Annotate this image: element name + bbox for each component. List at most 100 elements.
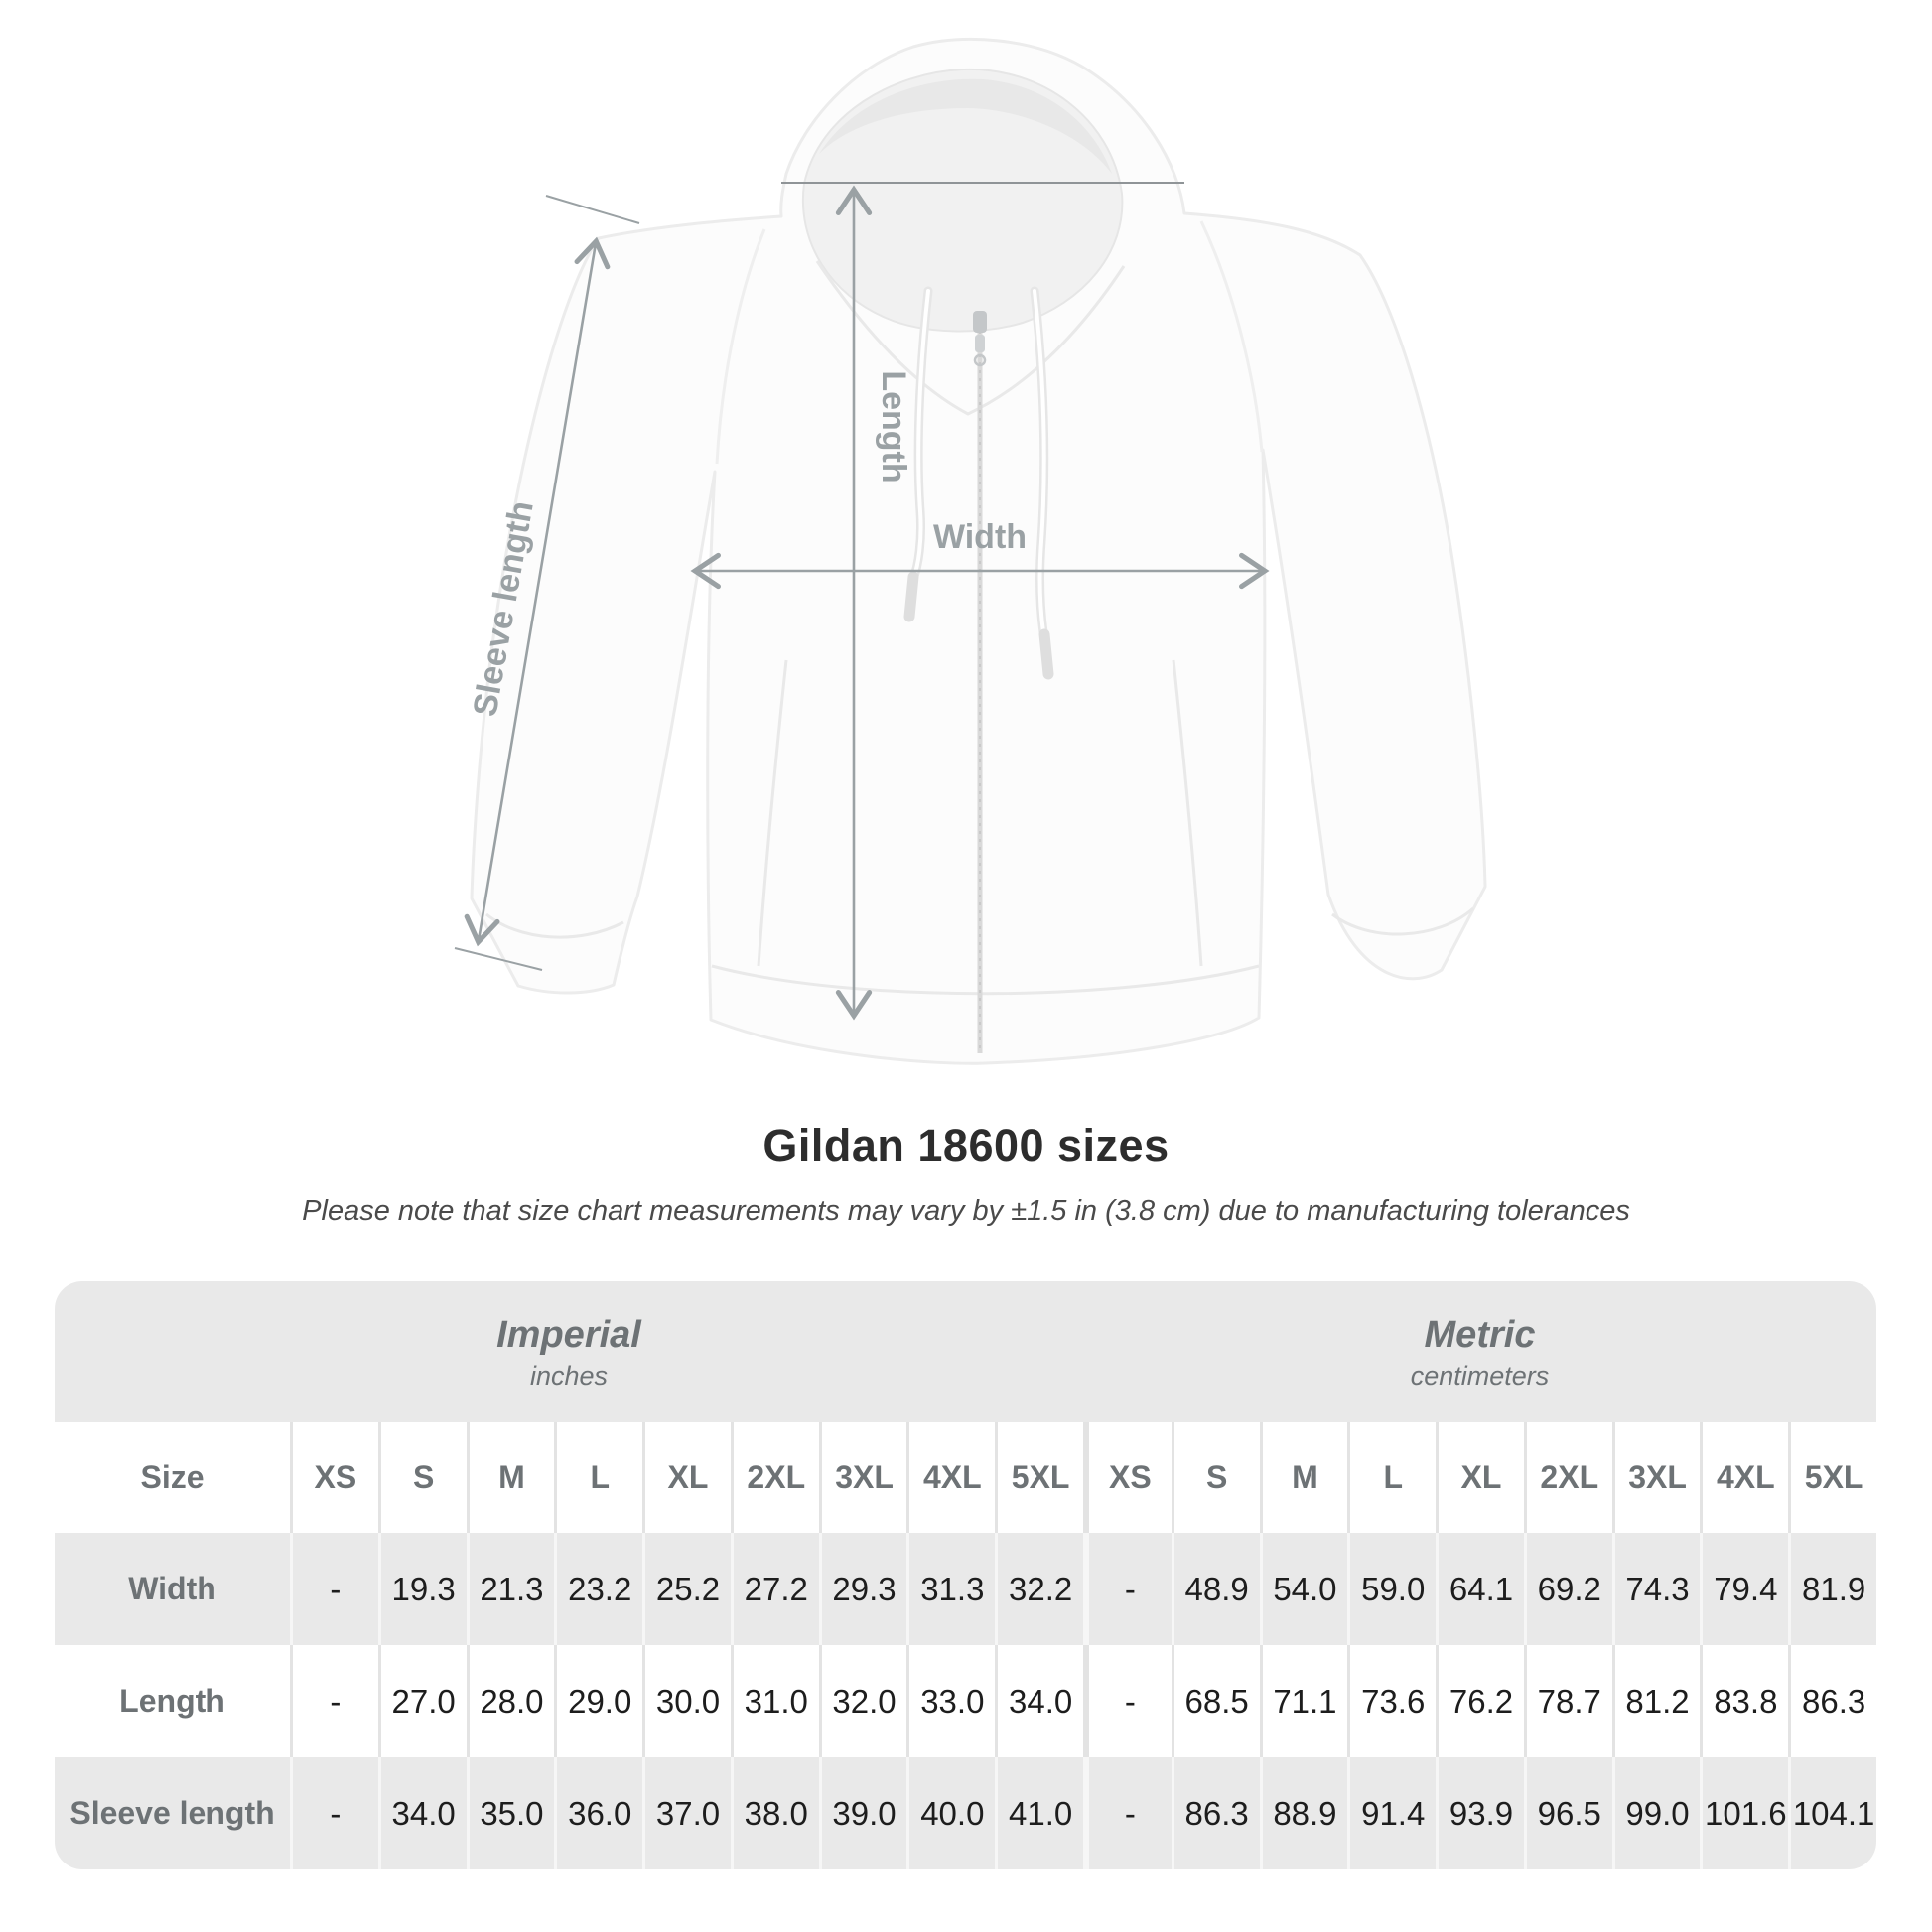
size-header-metric: 3XL: [1611, 1422, 1701, 1533]
size-header-imperial: 5XL: [995, 1422, 1083, 1533]
value-imperial: 31.0: [730, 1645, 819, 1757]
value-metric: 93.9: [1436, 1757, 1524, 1869]
header-metric: Metric centimeters: [1083, 1281, 1876, 1422]
size-header-metric: 4XL: [1700, 1422, 1788, 1533]
table-row: Sleeve length -34.0 35.0 36.0 37.0 38.0 39.0 40…: [55, 1757, 1876, 1869]
imperial-label: Imperial: [496, 1314, 641, 1356]
sleeve-length-arrow: [464, 236, 611, 947]
value-metric: 88.9: [1259, 1757, 1348, 1869]
value-imperial: -: [290, 1533, 378, 1645]
value-imperial: 30.0: [642, 1645, 731, 1757]
value-imperial: 41.0: [995, 1757, 1083, 1869]
value-imperial: 29.3: [818, 1533, 907, 1645]
value-metric: 74.3: [1611, 1533, 1701, 1645]
row-label: Length: [119, 1683, 225, 1719]
value-metric: 69.2: [1523, 1533, 1612, 1645]
imperial-unit-label: inches: [529, 1361, 609, 1391]
hem-seam: [711, 964, 1260, 996]
size-header-imperial: L: [554, 1422, 642, 1533]
value-metric: 73.6: [1347, 1645, 1436, 1757]
value-metric: 71.1: [1259, 1645, 1348, 1757]
value-imperial: 34.0: [995, 1645, 1083, 1757]
value-imperial: 21.3: [466, 1533, 555, 1645]
pocket-seam-right: [1172, 659, 1203, 967]
value-imperial: 31.3: [906, 1533, 995, 1645]
value-metric: -: [1083, 1645, 1172, 1757]
value-metric: 83.8: [1700, 1645, 1788, 1757]
value-imperial: 25.2: [642, 1533, 731, 1645]
value-metric: 91.4: [1347, 1757, 1436, 1869]
value-metric: 99.0: [1611, 1757, 1701, 1869]
value-imperial: 36.0: [554, 1757, 642, 1869]
value-imperial: 39.0: [818, 1757, 907, 1869]
value-metric: 78.7: [1523, 1645, 1612, 1757]
value-imperial: 38.0: [730, 1757, 819, 1869]
value-metric: 86.3: [1171, 1757, 1260, 1869]
size-header-metric: 5XL: [1788, 1422, 1876, 1533]
size-header-imperial: 4XL: [906, 1422, 995, 1533]
drawstring-right: [1030, 286, 1054, 680]
value-imperial: 27.0: [377, 1645, 467, 1757]
hoodie-body: [470, 37, 1487, 1065]
value-imperial: 34.0: [377, 1757, 467, 1869]
value-imperial: 40.0: [906, 1757, 995, 1869]
table-row: Length -27.0 28.0 29.0 30.0 31.0 32.0 33.0 34.0-…: [55, 1645, 1876, 1757]
size-header-imperial: 3XL: [818, 1422, 907, 1533]
value-metric: 96.5: [1523, 1757, 1612, 1869]
size-header-imperial: S: [377, 1422, 467, 1533]
value-metric: 81.2: [1611, 1645, 1701, 1757]
value-imperial: 29.0: [554, 1645, 642, 1757]
value-metric: 101.6: [1700, 1757, 1788, 1869]
size-table: Imperial inches Metric centimeters Size X…: [55, 1281, 1876, 1869]
value-metric: 64.1: [1436, 1533, 1524, 1645]
size-header-metric: XS: [1083, 1422, 1172, 1533]
value-metric: 104.1: [1788, 1757, 1876, 1869]
page-title: Gildan 18600 sizes: [762, 1120, 1170, 1171]
value-metric: 81.9: [1788, 1533, 1876, 1645]
zipper: [973, 311, 987, 1053]
size-header-imperial: 2XL: [730, 1422, 819, 1533]
value-imperial: -: [290, 1757, 378, 1869]
value-metric: 79.4: [1700, 1533, 1788, 1645]
pocket-seam-left: [757, 659, 788, 967]
value-metric: 59.0: [1347, 1533, 1436, 1645]
value-metric: 68.5: [1171, 1645, 1260, 1757]
value-imperial: 23.2: [554, 1533, 642, 1645]
table-row: Width -19.3 21.3 23.2 25.2 27.2 29.3 31.3 32.2-4…: [55, 1533, 1876, 1645]
tolerance-note: Please note that size chart measurements…: [302, 1195, 1630, 1227]
value-imperial: 27.2: [730, 1533, 819, 1645]
value-metric: 48.9: [1171, 1533, 1260, 1645]
value-imperial: -: [290, 1645, 378, 1757]
hoodie-illustration: Length Width Sleeve length: [427, 25, 1499, 1077]
value-imperial: 35.0: [466, 1757, 555, 1869]
size-header-metric: XL: [1436, 1422, 1524, 1533]
value-imperial: 37.0: [642, 1757, 731, 1869]
metric-unit-label: centimeters: [1410, 1361, 1550, 1391]
size-header-metric: L: [1347, 1422, 1436, 1533]
value-metric: 76.2: [1436, 1645, 1524, 1757]
metric-label: Metric: [1424, 1314, 1536, 1356]
value-metric: -: [1083, 1757, 1172, 1869]
size-header-metric: 2XL: [1523, 1422, 1612, 1533]
value-imperial: 19.3: [377, 1533, 467, 1645]
value-imperial: 32.0: [818, 1645, 907, 1757]
value-imperial: 32.2: [995, 1533, 1083, 1645]
value-imperial: 28.0: [466, 1645, 555, 1757]
value-metric: 54.0: [1259, 1533, 1348, 1645]
row-label: Sleeve length: [69, 1795, 275, 1831]
row-label: Width: [128, 1571, 216, 1606]
length-arrow-label: Length: [875, 370, 912, 483]
unit-header-band: Imperial inches Metric centimeters: [55, 1281, 1876, 1422]
width-arrow-label: Width: [933, 518, 1027, 556]
value-metric: -: [1083, 1533, 1172, 1645]
hoodie-svg: Length Width Sleeve length: [454, 37, 1487, 1065]
size-header-metric: S: [1171, 1422, 1260, 1533]
header-imperial: Imperial inches: [55, 1281, 1083, 1422]
value-metric: 86.3: [1788, 1645, 1876, 1757]
size-header-row: Size XS S M L XL 2XL 3XL 4XL 5XL XS S M L XL 2XL 3XL 4XL 5…: [55, 1422, 1876, 1533]
size-header-imperial: XL: [642, 1422, 731, 1533]
value-imperial: 33.0: [906, 1645, 995, 1757]
size-header-imperial: M: [466, 1422, 555, 1533]
size-header-imperial: XS: [290, 1422, 378, 1533]
